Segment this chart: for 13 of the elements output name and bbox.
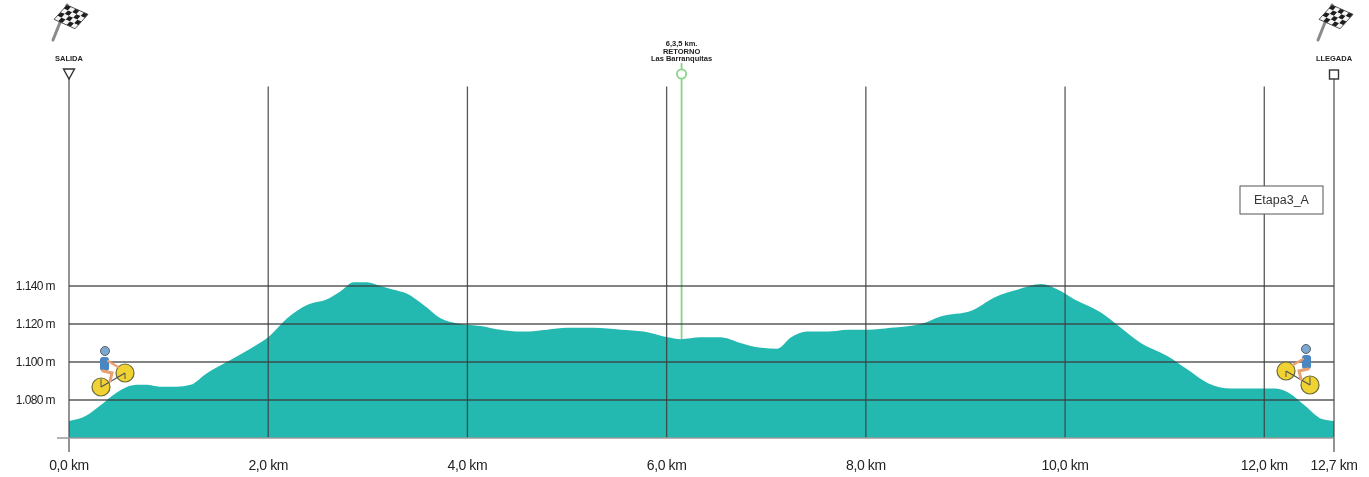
x-tick-label: 4,0 km: [447, 457, 488, 473]
x-tick-label: 12,0 km: [1240, 457, 1288, 473]
y-tick-label: 1.140 m: [15, 279, 56, 294]
x-tick-label: 6,0 km: [646, 457, 687, 473]
y-tick-label: 1.100 m: [15, 355, 56, 370]
x-tick-label: 10,0 km: [1041, 457, 1089, 473]
annotation: Etapa3_A: [1254, 193, 1310, 208]
x-tick-label: 2,0 km: [248, 457, 289, 473]
y-tick-label: 1.120 m: [15, 317, 56, 332]
x-tick-label: 12,7 km: [1310, 457, 1358, 473]
x-tick-label: 8,0 km: [846, 457, 886, 473]
x-tick-label: 0,0 km: [49, 457, 89, 473]
y-tick-label: 1.080 m: [15, 393, 56, 408]
